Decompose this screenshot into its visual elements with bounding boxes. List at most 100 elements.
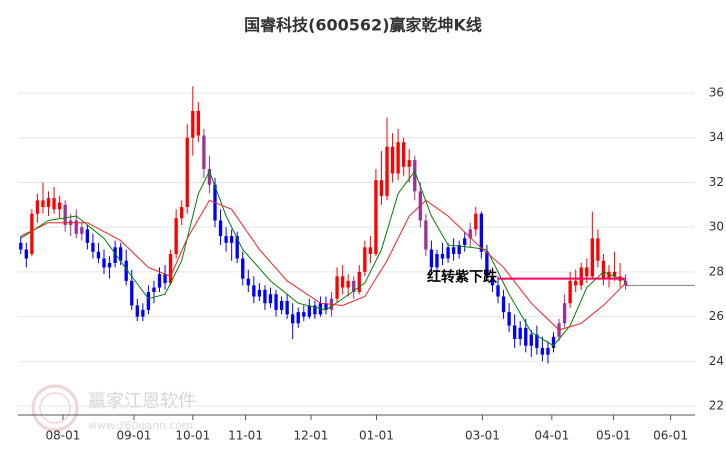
x-tick-label: 04-01 <box>534 429 569 443</box>
candle-body <box>446 247 450 259</box>
candle-body <box>285 300 289 315</box>
candle-body <box>246 278 250 286</box>
moving-average <box>20 199 626 331</box>
y-tick-label: 34 <box>709 130 724 144</box>
candle-body <box>368 247 373 255</box>
candle-body <box>424 220 428 250</box>
candle-body <box>85 229 90 243</box>
candle-body <box>518 327 522 339</box>
candle-body <box>30 213 34 255</box>
candle-body <box>468 229 472 239</box>
candle-body <box>24 249 28 259</box>
candle-body <box>118 247 123 261</box>
x-tick-label: 10-01 <box>175 429 210 443</box>
candle-body <box>562 303 567 324</box>
candle-body <box>612 271 617 277</box>
watermark-logo <box>39 392 71 424</box>
candle-body <box>185 137 189 208</box>
candle-body <box>451 247 456 255</box>
candle-body <box>435 254 439 268</box>
candle-body <box>440 254 445 259</box>
candle-body <box>529 334 533 346</box>
candle-body <box>113 247 117 263</box>
candle-body <box>202 135 206 170</box>
candle-body <box>535 334 539 348</box>
watermark-text: 赢家江恩软件 <box>88 390 196 412</box>
candle-body <box>107 262 112 268</box>
candle-body <box>585 267 589 277</box>
y-tick-label: 28 <box>709 264 724 278</box>
y-tick-label: 24 <box>709 354 724 368</box>
candle-body <box>496 285 500 297</box>
candle-body <box>402 142 406 167</box>
x-tick-label: 12-01 <box>294 429 329 443</box>
y-tick-label: 30 <box>709 220 724 234</box>
candle-body <box>307 305 311 317</box>
candle-body <box>91 242 95 252</box>
candle-body <box>474 213 478 230</box>
candle-body <box>229 236 234 243</box>
candle-body <box>124 260 128 281</box>
x-tick-label: 01-01 <box>359 429 394 443</box>
candle-body <box>224 236 228 243</box>
candle-body <box>152 287 156 293</box>
candle-body <box>340 276 345 288</box>
candle-body <box>241 258 245 279</box>
candle-body <box>163 274 167 284</box>
candle-body <box>324 303 328 310</box>
candle-body <box>346 280 350 288</box>
candle-body <box>196 110 201 136</box>
candle-body <box>596 238 600 261</box>
candle-body <box>546 347 550 355</box>
x-tick-label: 05-01 <box>596 429 631 443</box>
candle-body <box>102 258 106 268</box>
candle-body <box>335 276 339 299</box>
candle-body <box>407 160 411 167</box>
y-tick-label: 32 <box>709 175 724 189</box>
candle-body <box>379 180 384 196</box>
candle-body <box>41 200 45 208</box>
candle-body <box>235 236 239 259</box>
candle-body <box>590 238 595 277</box>
candle-body <box>263 289 267 304</box>
candle-body <box>279 300 284 310</box>
x-tick-label: 03-01 <box>465 429 500 443</box>
watermark-logo <box>31 384 79 432</box>
candle-body <box>135 305 139 317</box>
candle-body <box>390 146 395 174</box>
candle-body <box>57 202 62 210</box>
candle-body <box>485 251 489 277</box>
candle-body <box>524 327 528 346</box>
annotation-text: 红转紫下跌 <box>427 269 498 286</box>
x-tick-label: 08-01 <box>46 429 81 443</box>
candle-body <box>46 198 51 208</box>
candle-body <box>257 289 262 297</box>
x-tick-label: 06-01 <box>653 429 688 443</box>
candle-body <box>374 180 378 255</box>
candle-body <box>191 110 195 138</box>
candle-body <box>313 305 317 315</box>
candle-body <box>63 204 67 225</box>
candle-body <box>429 249 434 268</box>
candle-body <box>396 142 400 174</box>
candle-body <box>357 271 361 293</box>
candle-body <box>551 336 556 348</box>
candle-body <box>96 251 101 259</box>
candle-body <box>501 296 506 313</box>
candle-body <box>352 280 356 293</box>
candle-body <box>296 312 300 324</box>
candle-body <box>302 312 306 317</box>
candle-body <box>507 312 511 326</box>
candle-body <box>80 227 84 234</box>
candle-body <box>540 347 545 355</box>
candle-body <box>385 146 389 196</box>
candle-body <box>579 267 583 286</box>
candle-body <box>174 218 178 255</box>
x-tick-label: 11-01 <box>228 429 263 443</box>
candle-body <box>512 325 517 339</box>
watermark-url: www.360gann.com <box>88 419 193 432</box>
chart-title: 国睿科技(600562)赢家乾坤K线 <box>244 16 482 35</box>
candle-body <box>218 220 223 237</box>
